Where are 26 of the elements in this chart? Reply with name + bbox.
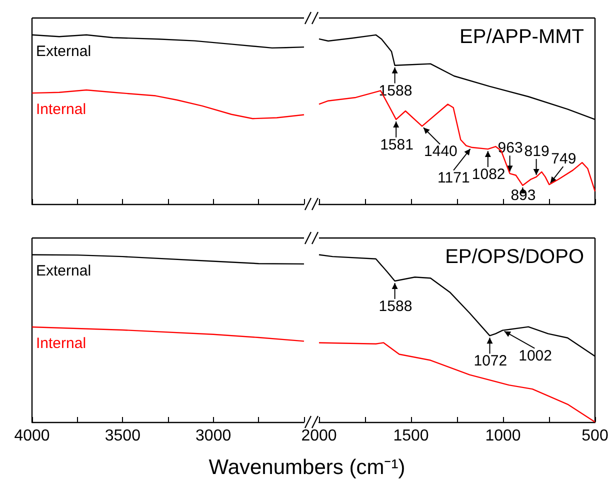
x-tick-label: 4000: [14, 428, 50, 444]
annotation: 1082: [472, 166, 506, 184]
annotation: 963: [498, 140, 523, 157]
x-tick-label: 500: [582, 428, 608, 444]
chart-title: EP/APP-MMT: [460, 26, 584, 48]
annotation: 1002: [518, 347, 552, 364]
annotation: 1440: [424, 143, 458, 160]
x-tick-label: 2000: [301, 428, 337, 444]
x-tick-label: 3500: [104, 428, 141, 444]
annotation: 1588: [378, 298, 412, 315]
annotation: 1581: [380, 136, 414, 154]
series-label: Internal: [36, 334, 86, 352]
series-label: Internal: [36, 101, 86, 118]
annotation: 1588: [378, 82, 412, 100]
x-tick-label: 1000: [485, 428, 521, 444]
x-tick-label: 1500: [393, 428, 429, 444]
annotation: 1171: [438, 169, 470, 186]
annotation: 1072: [474, 352, 508, 370]
series-label: External: [36, 262, 92, 280]
annotation: 749: [551, 150, 576, 168]
series-label: External: [36, 42, 92, 60]
x-tick-label: 3000: [196, 428, 232, 444]
annotation: 893: [510, 187, 536, 204]
chart-title: EP/OPS/DOPO: [445, 246, 584, 268]
x-axis-title: Wavenumbers (cm⁻¹): [208, 455, 406, 480]
annotation: 819: [524, 142, 550, 160]
